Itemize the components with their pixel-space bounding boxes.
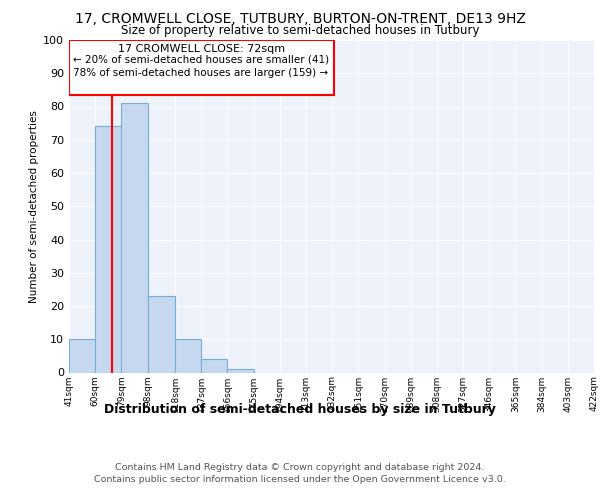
- FancyBboxPatch shape: [69, 40, 334, 95]
- Text: ← 20% of semi-detached houses are smaller (41): ← 20% of semi-detached houses are smalle…: [73, 55, 329, 65]
- Text: Contains public sector information licensed under the Open Government Licence v3: Contains public sector information licen…: [94, 475, 506, 484]
- Bar: [121, 103, 148, 372]
- Bar: [95, 126, 121, 372]
- Y-axis label: Number of semi-detached properties: Number of semi-detached properties: [29, 110, 39, 302]
- Bar: [69, 339, 95, 372]
- Text: Size of property relative to semi-detached houses in Tutbury: Size of property relative to semi-detach…: [121, 24, 479, 37]
- Text: 17 CROMWELL CLOSE: 72sqm: 17 CROMWELL CLOSE: 72sqm: [118, 44, 285, 54]
- Bar: [227, 369, 254, 372]
- Text: Distribution of semi-detached houses by size in Tutbury: Distribution of semi-detached houses by …: [104, 402, 496, 415]
- Bar: [201, 359, 227, 372]
- Text: Contains HM Land Registry data © Crown copyright and database right 2024.: Contains HM Land Registry data © Crown c…: [115, 462, 485, 471]
- Bar: [175, 339, 201, 372]
- Bar: [148, 296, 175, 372]
- Text: 17, CROMWELL CLOSE, TUTBURY, BURTON-ON-TRENT, DE13 9HZ: 17, CROMWELL CLOSE, TUTBURY, BURTON-ON-T…: [74, 12, 526, 26]
- Text: 78% of semi-detached houses are larger (159) →: 78% of semi-detached houses are larger (…: [73, 68, 328, 78]
